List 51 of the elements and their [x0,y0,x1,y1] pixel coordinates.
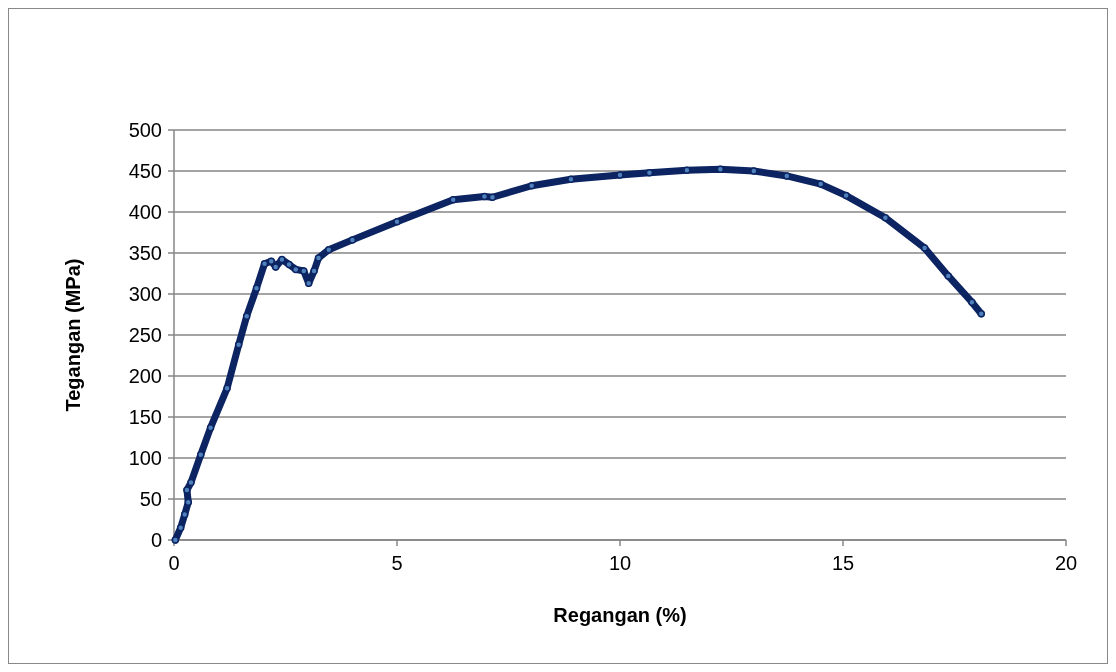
y-tick-label: 450 [128,160,162,182]
point [977,309,986,318]
x-tick-label: 10 [608,552,632,574]
y-axis-title: Tegangan (MPa) [62,258,84,412]
point [183,486,191,494]
point [683,166,691,174]
point [271,263,280,271]
point [223,384,231,393]
point [242,312,251,320]
y-tick-label: 50 [139,488,162,510]
point [292,265,300,274]
point [285,260,293,269]
y-tick-label: 400 [128,201,162,223]
point [180,510,189,519]
point [816,180,825,188]
point [567,175,575,183]
y-tick-label: 500 [128,119,162,141]
point [944,272,953,280]
point [881,213,890,222]
point [480,192,489,201]
point [616,171,624,179]
point [300,267,308,275]
point [206,423,215,432]
y-tick-label: 300 [128,283,162,305]
point [314,254,323,262]
x-tick-label: 20 [1054,552,1078,574]
y-tick-label: 100 [128,447,162,469]
point [393,218,401,226]
x-tick-label: 15 [831,552,855,574]
point [234,341,243,349]
y-tick-label: 150 [128,406,162,428]
x-axis-title: Regangan (%) [553,604,687,626]
y-tick-label: 250 [128,324,162,346]
x-tick-label: 0 [168,552,180,574]
point [920,244,929,252]
point [187,478,195,487]
y-tick-label: 0 [150,529,162,551]
x-tick-label: 5 [391,552,403,574]
point [252,284,261,293]
y-tick-label: 200 [128,365,162,387]
point [842,191,850,200]
y-tick-label: 350 [128,242,162,264]
point [197,450,205,459]
point [267,257,275,265]
point [527,182,536,190]
point [968,298,976,306]
point [449,195,457,204]
point [260,259,269,268]
point [325,245,333,254]
point [348,236,357,244]
point [310,267,318,275]
